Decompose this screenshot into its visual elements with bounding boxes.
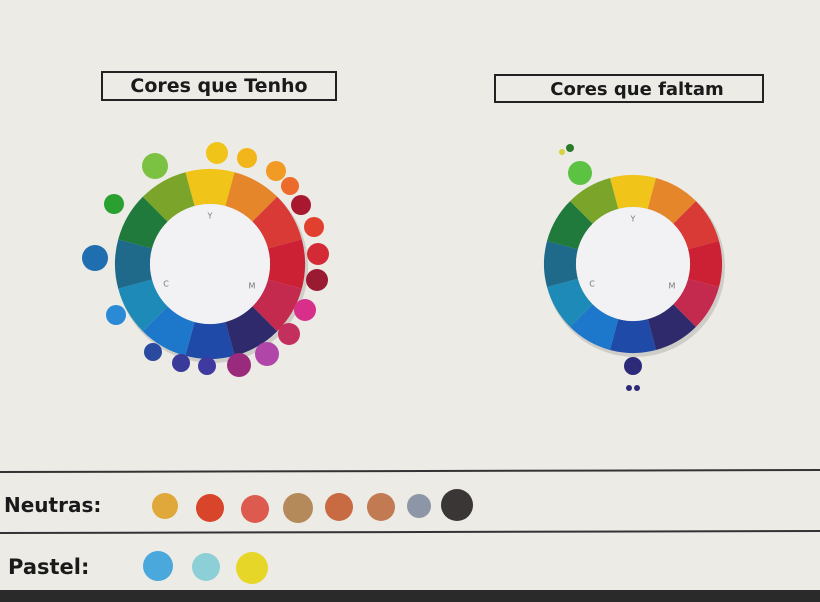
paint-dot <box>367 493 395 521</box>
paint-dot <box>196 494 224 522</box>
wheel-segment <box>114 239 152 289</box>
wheel-label: C <box>163 280 169 289</box>
paint-dot <box>142 153 168 179</box>
paint-dot <box>283 493 313 523</box>
paint-dot <box>206 142 228 164</box>
paint-dot <box>144 343 162 361</box>
wheel-label: C <box>589 280 595 289</box>
paint-dot <box>568 161 592 185</box>
wheel-segment <box>647 178 696 224</box>
paint-dot <box>624 357 642 375</box>
paint-dot <box>172 354 190 372</box>
paint-dot <box>325 493 353 521</box>
paint-dot <box>634 385 640 391</box>
wheel-segment <box>185 322 235 360</box>
paint-dot <box>82 245 108 271</box>
wheel-segment <box>225 306 278 356</box>
wheel-label: M <box>249 282 256 291</box>
paint-dot <box>266 161 286 181</box>
wheel-segment <box>547 278 593 327</box>
paint-dot <box>236 552 268 584</box>
paint-dot <box>291 195 311 215</box>
divider <box>0 530 820 534</box>
paint-dot <box>441 489 473 521</box>
wheel-center <box>150 204 270 324</box>
wheel-segment <box>610 319 656 354</box>
paint-dot <box>294 299 316 321</box>
wheel-segment <box>268 239 306 289</box>
wheel-segment <box>543 241 578 287</box>
wheel-segment <box>118 196 168 249</box>
paint-dot <box>304 217 324 237</box>
paint-dot <box>106 305 126 325</box>
heading-box <box>101 71 337 101</box>
paint-dot <box>407 494 431 518</box>
wheel-segment <box>610 174 656 209</box>
paint-dot <box>227 353 251 377</box>
heading-box <box>494 74 764 103</box>
paint-dot <box>559 149 565 155</box>
paint-dot <box>104 194 124 214</box>
row-label: Pastel: <box>8 555 89 579</box>
wheel-segment <box>673 201 719 250</box>
wheel-label: Y <box>630 215 636 224</box>
paint-dot <box>255 342 279 366</box>
paint-dot <box>626 385 632 391</box>
paint-dot <box>306 269 328 291</box>
wheel-segment <box>185 168 235 206</box>
wheel-segment <box>225 172 278 222</box>
paint-dot <box>143 551 173 581</box>
wheel-segment <box>252 279 302 332</box>
wheel-segment <box>547 201 593 250</box>
paint-dot <box>198 357 216 375</box>
wheel-segment <box>118 279 168 332</box>
wheel-segment <box>142 172 195 222</box>
wheel-segment <box>142 306 195 356</box>
paint-dot <box>237 148 257 168</box>
paint-dot <box>192 553 220 581</box>
wheel-segment <box>673 278 719 327</box>
paint-dot <box>281 177 299 195</box>
paint-dot <box>152 493 178 519</box>
wheel-segment <box>570 304 619 350</box>
wheel-segment <box>647 304 696 350</box>
wheel-segment <box>252 196 302 249</box>
paint-dot <box>241 495 269 523</box>
wheel-segment <box>688 241 723 287</box>
heading: Cores que faltam <box>550 79 723 100</box>
wheel-center <box>576 207 690 321</box>
wheel-label: M <box>669 282 676 291</box>
paint-dot <box>307 243 329 265</box>
row-label: Neutras: <box>4 493 101 517</box>
paint-dot <box>278 323 300 345</box>
divider <box>0 469 820 473</box>
wheel-label: Y <box>207 212 213 221</box>
wheel-segment <box>570 178 619 224</box>
paint-dot <box>566 144 574 152</box>
heading: Cores que Tenho <box>130 75 307 97</box>
